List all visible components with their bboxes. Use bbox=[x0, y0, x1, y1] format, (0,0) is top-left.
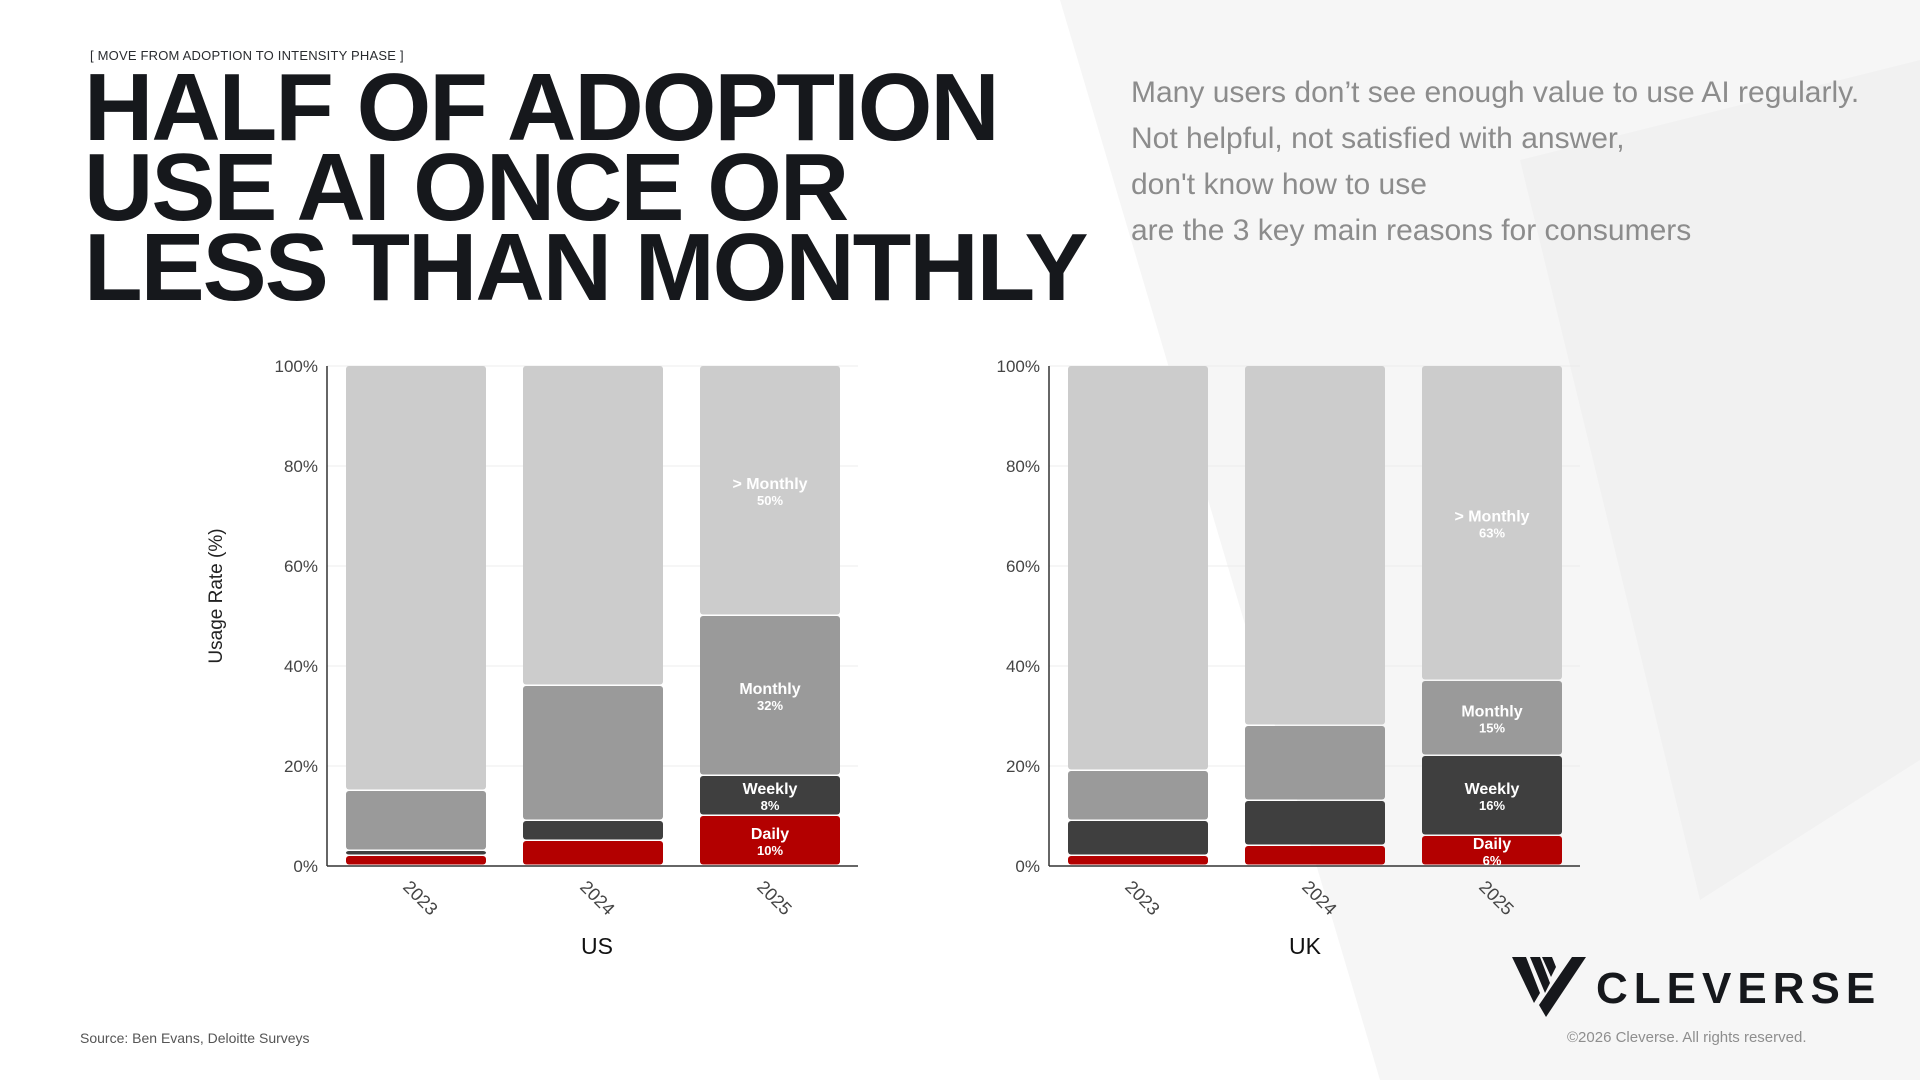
bar-segment-weekly bbox=[700, 776, 840, 815]
y-tick-label: 40% bbox=[1006, 657, 1040, 676]
summary-line: Many users don’t see enough value to use… bbox=[1131, 76, 1860, 109]
y-tick-label: 100% bbox=[275, 357, 318, 376]
segment-value-label: 63% bbox=[1479, 526, 1505, 541]
bar-segment-weekly bbox=[523, 821, 663, 840]
bar-segment-monthly bbox=[1068, 771, 1208, 820]
bar-segment-weekly bbox=[346, 851, 486, 855]
bar-segment-weekly bbox=[1068, 821, 1208, 855]
segment-name-label: Monthly bbox=[1461, 704, 1522, 721]
section-kicker: [ MOVE FROM ADOPTION TO INTENSITY PHASE … bbox=[90, 48, 404, 63]
segment-value-label: 50% bbox=[757, 493, 783, 508]
summary-line: Not helpful, not satisfied with answer, bbox=[1131, 122, 1625, 155]
bar-segment-weekly bbox=[1245, 801, 1385, 845]
bar-segment-daily bbox=[1422, 836, 1562, 865]
source-note: Source: Ben Evans, Deloitte Surveys bbox=[80, 1030, 310, 1046]
bar-segment-more_than_monthly bbox=[1422, 366, 1562, 680]
title-line: USE AI ONCE OR bbox=[84, 134, 849, 241]
cleverse-logo-icon bbox=[1512, 957, 1586, 1017]
segment-name-label: Weekly bbox=[743, 781, 798, 798]
summary-line: are the 3 key main reasons for consumers bbox=[1131, 214, 1692, 247]
bar-segment-monthly bbox=[1245, 726, 1385, 800]
x-tick-label: 2025 bbox=[1475, 877, 1517, 919]
page-title: HALF OF ADOPTION USE AI ONCE OR LESS THA… bbox=[84, 54, 1088, 321]
brand-logo: CLEVERSE bbox=[1512, 953, 1875, 1023]
copyright-note: ©2026 Cleverse. All rights reserved. bbox=[1567, 1029, 1807, 1046]
segment-value-label: 16% bbox=[1479, 798, 1505, 813]
bar-segment-daily bbox=[1245, 846, 1385, 865]
segment-name-label: Weekly bbox=[1465, 781, 1520, 798]
y-tick-label: 60% bbox=[1006, 557, 1040, 576]
bar-segment-daily bbox=[1068, 856, 1208, 865]
bar-segment-more_than_monthly bbox=[1245, 366, 1385, 725]
x-tick-label: 2023 bbox=[399, 877, 441, 919]
y-tick-label: 80% bbox=[284, 457, 318, 476]
summary-line: don't know how to use bbox=[1131, 168, 1427, 201]
x-axis-label: UK bbox=[1289, 933, 1322, 959]
segment-value-label: 15% bbox=[1479, 721, 1505, 736]
bar-segment-daily bbox=[700, 816, 840, 865]
segment-name-label: > Monthly bbox=[1454, 509, 1529, 526]
x-tick-label: 2024 bbox=[576, 877, 618, 919]
brand-name: CLEVERSE bbox=[1596, 964, 1882, 1013]
y-tick-label: 80% bbox=[1006, 457, 1040, 476]
summary-text: Many users don’t see enough value to use… bbox=[1131, 70, 1911, 254]
bar-segment-monthly bbox=[523, 686, 663, 820]
bar-segment-more_than_monthly bbox=[523, 366, 663, 685]
y-axis-label: Usage Rate (%) bbox=[206, 528, 227, 663]
y-tick-label: 0% bbox=[293, 857, 318, 876]
bar-segment-monthly bbox=[346, 791, 486, 850]
bar-segment-more_than_monthly bbox=[346, 366, 486, 790]
bar-segment-weekly bbox=[1422, 756, 1562, 835]
x-axis-label: US bbox=[581, 933, 613, 959]
segment-name-label: Daily bbox=[751, 826, 789, 843]
segment-name-label: Daily bbox=[1473, 836, 1511, 853]
y-tick-label: 100% bbox=[997, 357, 1040, 376]
segment-name-label: Monthly bbox=[739, 681, 800, 698]
x-tick-label: 2024 bbox=[1298, 877, 1340, 919]
bar-segment-monthly bbox=[700, 616, 840, 775]
title-line: HALF OF ADOPTION bbox=[84, 54, 1000, 161]
y-tick-label: 0% bbox=[1015, 857, 1040, 876]
segment-value-label: 6% bbox=[1483, 853, 1502, 868]
bar-segment-more_than_monthly bbox=[700, 366, 840, 615]
bar-segment-daily bbox=[346, 856, 486, 865]
y-tick-label: 20% bbox=[284, 757, 318, 776]
segment-value-label: 8% bbox=[761, 798, 780, 813]
bar-segment-daily bbox=[523, 841, 663, 865]
segment-value-label: 10% bbox=[757, 843, 783, 858]
bar-segment-more_than_monthly bbox=[1068, 366, 1208, 770]
segment-value-label: 32% bbox=[757, 698, 783, 713]
y-tick-label: 20% bbox=[1006, 757, 1040, 776]
title-line: LESS THAN MONTHLY bbox=[84, 214, 1088, 321]
segment-name-label: > Monthly bbox=[732, 476, 807, 493]
x-tick-label: 2023 bbox=[1121, 877, 1163, 919]
y-tick-label: 60% bbox=[284, 557, 318, 576]
x-tick-label: 2025 bbox=[753, 877, 795, 919]
bar-segment-monthly bbox=[1422, 681, 1562, 755]
y-tick-label: 40% bbox=[284, 657, 318, 676]
